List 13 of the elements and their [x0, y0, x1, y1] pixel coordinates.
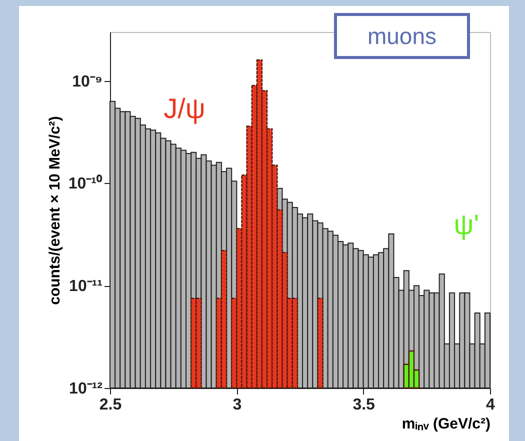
y-axis-title: counts/(event × 10 MeV/c²) [46, 116, 64, 305]
x-axis-title: mᵢₙᵥ (GeV/c²) [402, 416, 490, 432]
x-tick-label: 2.5 [99, 396, 122, 414]
series-label: J/ψ [164, 92, 206, 124]
y-tick-label: 10⁻¹⁰ [68, 174, 102, 193]
text-box: muons [334, 13, 470, 59]
text: ψ' [454, 208, 480, 240]
y-tick-label: 10⁻¹² [69, 380, 102, 398]
x-tick-label: 4 [486, 396, 496, 414]
y-tick-label: 10⁻⁹ [72, 73, 102, 90]
y-tick-label: 10⁻¹¹ [69, 278, 102, 296]
x-tick-label: 3 [232, 396, 242, 414]
x-tick-label: 3.5 [352, 396, 376, 414]
